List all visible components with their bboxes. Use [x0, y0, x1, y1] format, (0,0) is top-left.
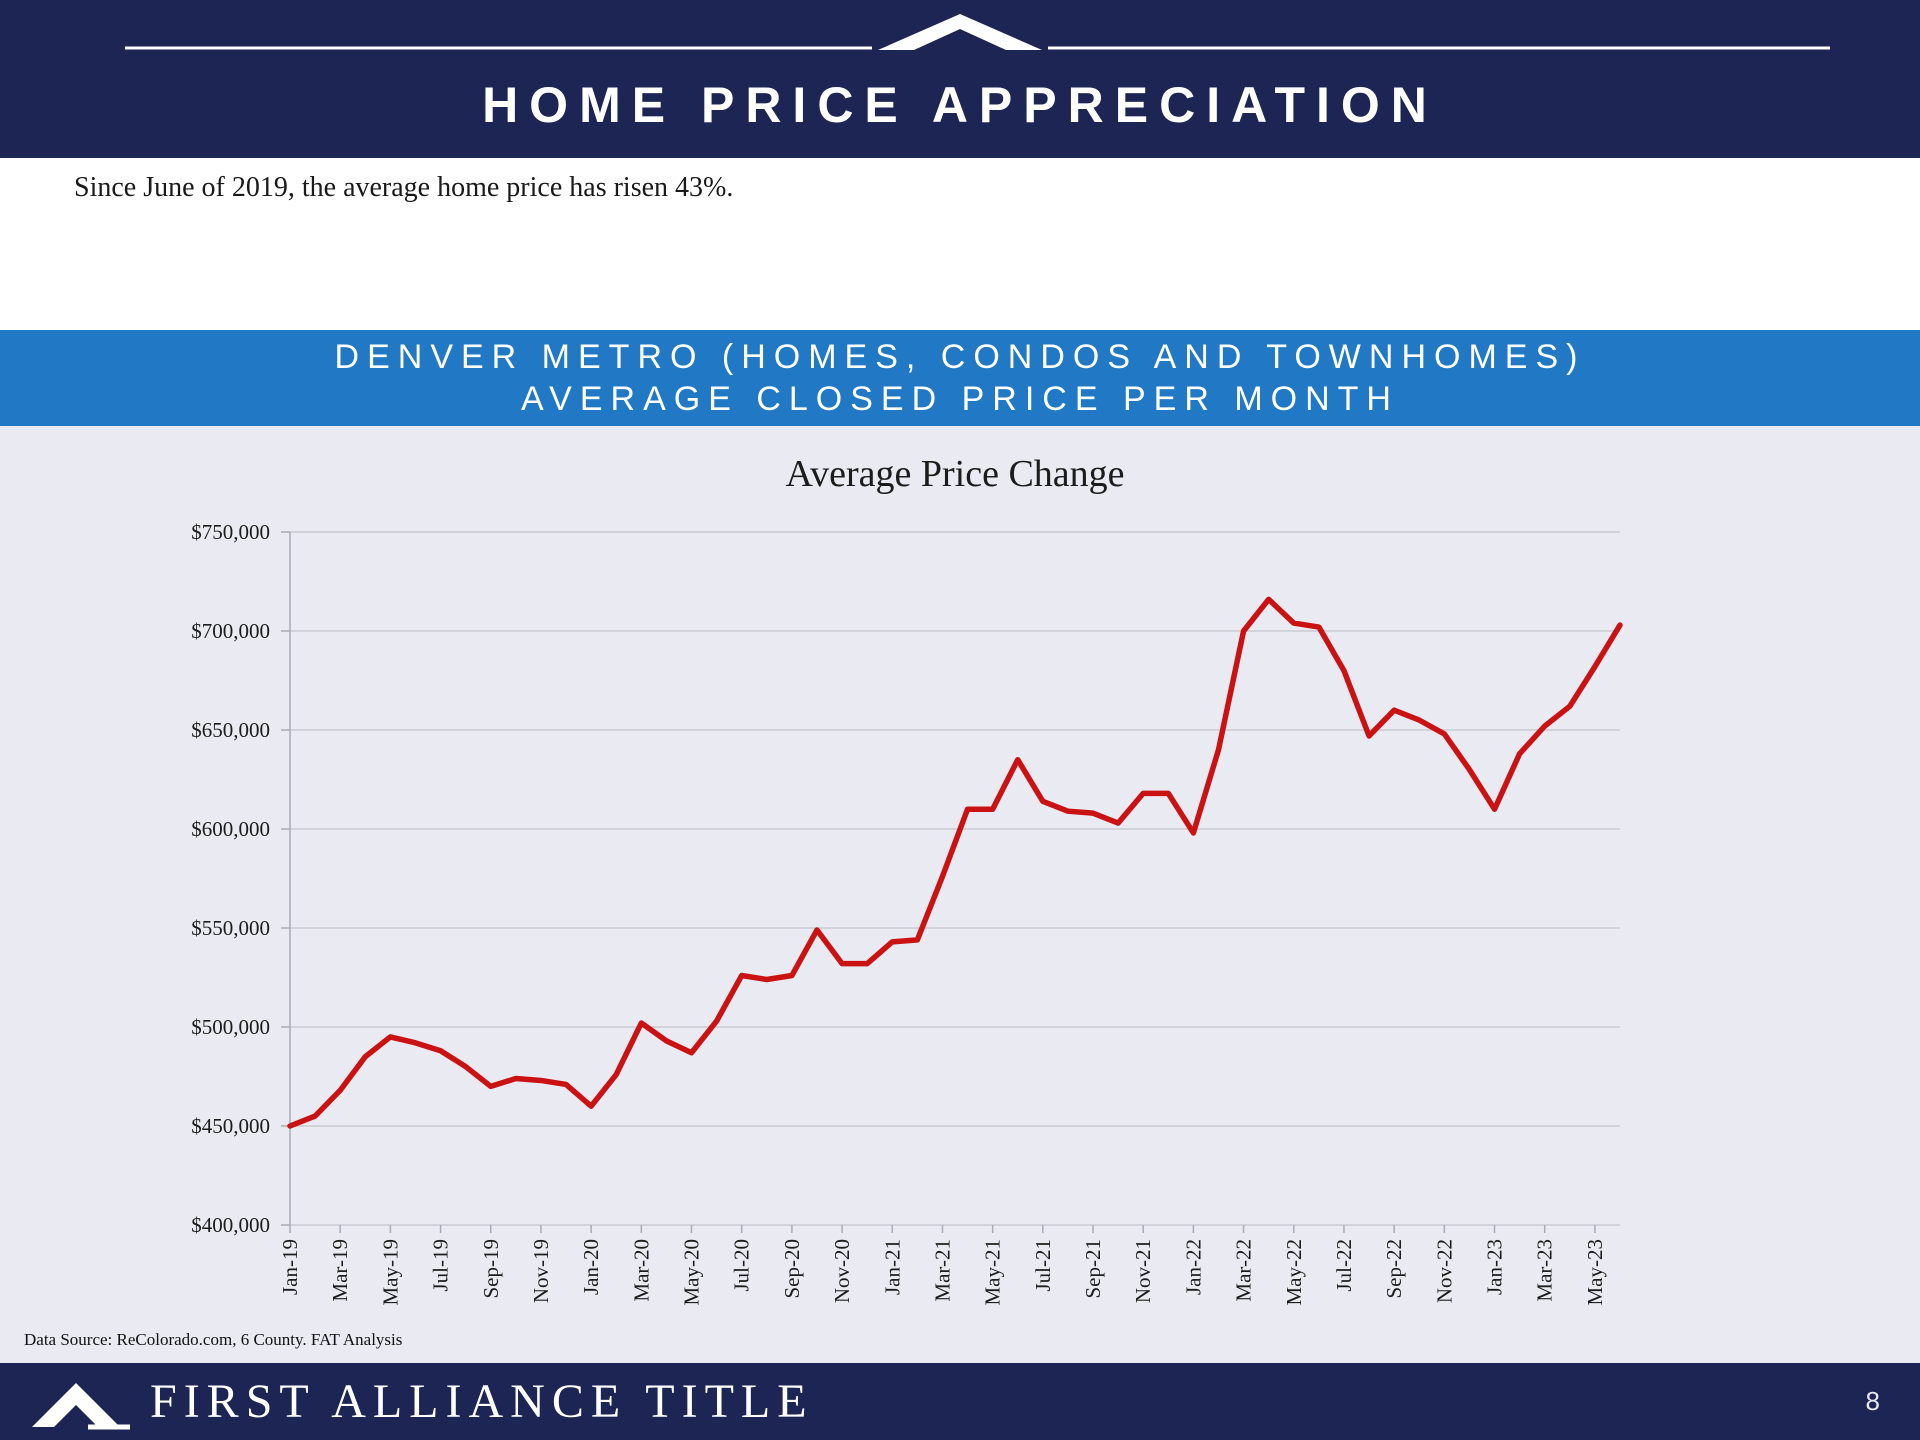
- svg-text:Nov-22: Nov-22: [1432, 1239, 1456, 1303]
- svg-text:Jul-21: Jul-21: [1031, 1239, 1055, 1292]
- svg-text:Jan-19: Jan-19: [278, 1239, 302, 1295]
- svg-text:Sep-21: Sep-21: [1081, 1239, 1105, 1299]
- svg-text:May-20: May-20: [680, 1239, 704, 1306]
- svg-text:Mar-23: Mar-23: [1533, 1239, 1557, 1302]
- svg-text:Jul-19: Jul-19: [429, 1239, 453, 1292]
- svg-text:Mar-22: Mar-22: [1232, 1239, 1256, 1302]
- svg-text:May-23: May-23: [1583, 1239, 1607, 1306]
- brand-name: FIRST ALLIANCE TITLE: [150, 1375, 814, 1428]
- svg-text:Jan-23: Jan-23: [1483, 1239, 1507, 1295]
- chart-section: Average Price Change $400,000 $450,000 $50…: [0, 426, 1920, 1363]
- svg-text:Mar-19: Mar-19: [328, 1239, 352, 1302]
- footer-band: FIRST ALLIANCE TITLE 8: [0, 1363, 1920, 1440]
- svg-text:Jan-22: Jan-22: [1181, 1239, 1205, 1295]
- svg-text:$650,000: $650,000: [191, 718, 270, 742]
- svg-text:Jan-21: Jan-21: [880, 1239, 904, 1295]
- svg-text:Sep-20: Sep-20: [780, 1239, 804, 1299]
- svg-text:Jan-20: Jan-20: [579, 1239, 603, 1295]
- intro-text: Since June of 2019, the average home pri…: [74, 172, 734, 203]
- chart-title: Average Price Change: [785, 453, 1125, 495]
- svg-text:Jul-22: Jul-22: [1332, 1239, 1356, 1292]
- data-source-note: Data Source: ReColorado.com, 6 County. F…: [24, 1330, 403, 1349]
- svg-text:Jul-20: Jul-20: [730, 1239, 754, 1292]
- banner-line-2: AVERAGE CLOSED PRICE PER MONTH: [521, 379, 1399, 418]
- roof-chevron-icon: [125, 14, 1830, 50]
- section-banner: DENVER METRO (HOMES, CONDOS AND TOWNHOME…: [0, 330, 1920, 426]
- svg-text:Nov-20: Nov-20: [830, 1239, 854, 1303]
- banner-line-1: DENVER METRO (HOMES, CONDOS AND TOWNHOME…: [334, 337, 1586, 376]
- svg-text:$600,000: $600,000: [191, 817, 270, 841]
- page-number: 8: [1865, 1386, 1880, 1416]
- svg-text:May-21: May-21: [981, 1239, 1005, 1306]
- page-title: HOME PRICE APPRECIATION: [482, 77, 1438, 133]
- svg-text:Sep-22: Sep-22: [1382, 1239, 1406, 1299]
- svg-text:Nov-19: Nov-19: [529, 1239, 553, 1303]
- svg-text:$750,000: $750,000: [191, 520, 270, 544]
- svg-text:Mar-21: Mar-21: [930, 1239, 954, 1302]
- svg-text:$500,000: $500,000: [191, 1015, 270, 1039]
- price-line-chart: $400,000 $450,000 $500,000 $550,000 $600,000…: [191, 520, 1623, 1306]
- first-alliance-logo-icon: [32, 1382, 130, 1429]
- svg-text:Mar-20: Mar-20: [629, 1239, 653, 1302]
- svg-text:$400,000: $400,000: [191, 1213, 270, 1237]
- svg-text:May-22: May-22: [1282, 1239, 1306, 1306]
- svg-text:$450,000: $450,000: [191, 1114, 270, 1138]
- svg-text:$700,000: $700,000: [191, 619, 270, 643]
- svg-text:$550,000: $550,000: [191, 916, 270, 940]
- header-band: HOME PRICE APPRECIATION: [0, 0, 1920, 158]
- svg-text:May-19: May-19: [378, 1239, 402, 1306]
- svg-text:Sep-19: Sep-19: [479, 1239, 503, 1299]
- svg-text:Nov-21: Nov-21: [1131, 1239, 1155, 1303]
